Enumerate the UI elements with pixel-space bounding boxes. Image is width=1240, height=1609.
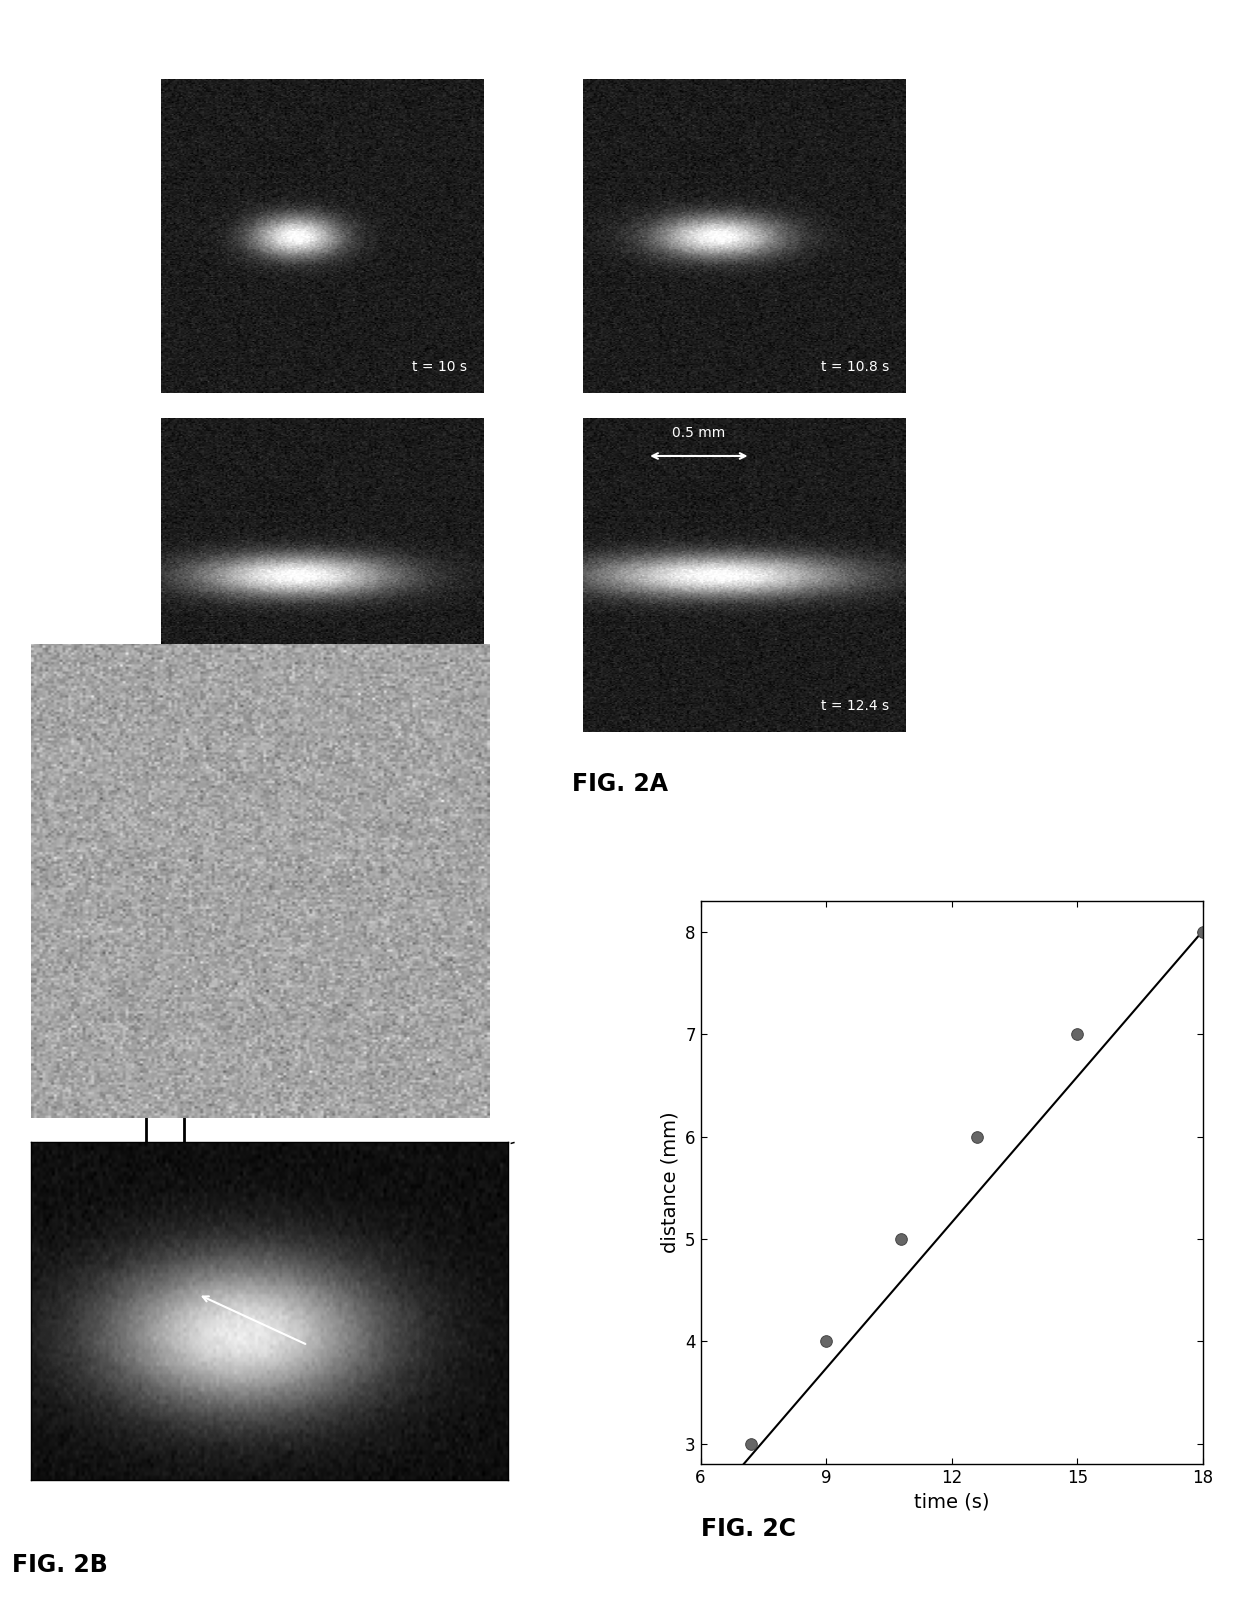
X-axis label: time (s): time (s) xyxy=(914,1493,990,1511)
Text: FIG. 2A: FIG. 2A xyxy=(572,772,668,796)
Text: t = 11.6 s: t = 11.6 s xyxy=(399,700,467,713)
Point xyxy=(967,1123,987,1149)
Point xyxy=(892,1226,911,1252)
Text: t = 10 s: t = 10 s xyxy=(413,360,467,373)
Bar xyxy=(150,1167,181,1208)
Point xyxy=(816,1329,836,1355)
Point xyxy=(1068,1022,1087,1047)
Text: t = 10.8 s: t = 10.8 s xyxy=(821,360,889,373)
Text: edge of the
cover plate: edge of the cover plate xyxy=(340,1356,428,1389)
Circle shape xyxy=(113,813,217,953)
Text: FIG. 2C: FIG. 2C xyxy=(701,1517,796,1541)
Point xyxy=(1193,919,1213,944)
Text: FIG. 2B: FIG. 2B xyxy=(12,1553,108,1577)
Bar xyxy=(146,875,185,1175)
Point xyxy=(740,1430,760,1456)
Text: t = 12.4 s: t = 12.4 s xyxy=(821,700,889,713)
Text: 0.5 mm: 0.5 mm xyxy=(672,426,725,441)
Y-axis label: distance (mm): distance (mm) xyxy=(661,1112,680,1253)
